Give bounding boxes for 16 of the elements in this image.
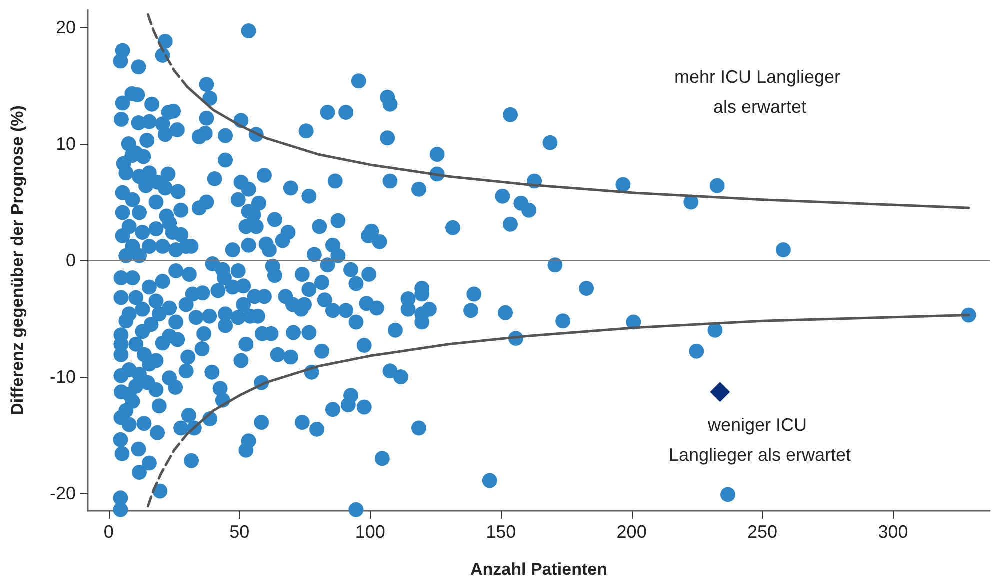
y-axis-title: Differenz gegenüber der Prognose (%)	[8, 106, 27, 416]
x-tick-label: 300	[878, 522, 908, 542]
annotation: mehr ICU Langlieger als erwartet	[674, 67, 846, 117]
x-tick-label: 200	[616, 522, 647, 542]
y-tick-label: 10	[56, 134, 76, 154]
y-tick-label: 0	[66, 250, 76, 270]
x-tick-label: 100	[355, 522, 386, 542]
x-tick-label: 150	[486, 522, 516, 542]
y-tick-label: 20	[56, 17, 76, 38]
x-axis-title: Anzahl Patienten	[470, 560, 608, 579]
y-tick-label: -20	[50, 484, 76, 504]
x-tick-label: 50	[230, 522, 250, 542]
x-tick-label: 0	[104, 522, 114, 542]
x-tick-label: 250	[748, 522, 778, 542]
annotation: weniger ICU Langlieger als erwartet	[668, 415, 852, 465]
y-tick-label: -10	[50, 367, 76, 388]
